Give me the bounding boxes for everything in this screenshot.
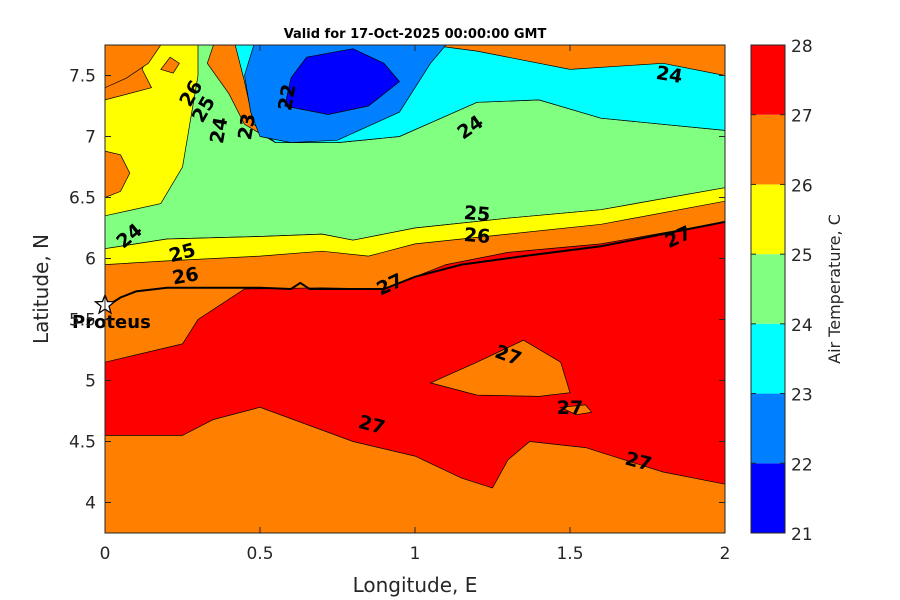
contour-region-25-7 <box>105 187 725 265</box>
y-tick-label: 6 <box>85 250 96 270</box>
station-label: Proteus <box>72 312 151 333</box>
contour-region-26-1 <box>429 339 571 397</box>
colorbar-bin-25 <box>751 184 785 255</box>
contour-label-8: 25 <box>463 202 491 226</box>
x-tick-label: 2 <box>720 544 731 564</box>
x-axis-ticks: 0 0.5 1 1.5 2 <box>100 45 731 564</box>
contour-region-26-9 <box>105 150 131 198</box>
y-tick-label: 4 <box>85 494 96 514</box>
y-tick-label: 7 <box>85 128 96 148</box>
y-axis-label: Latitude, N <box>29 234 53 344</box>
y-tick-label: 7.5 <box>69 67 96 87</box>
y-tick-label: 5 <box>85 372 96 392</box>
contour-label-5: 24 <box>654 62 684 88</box>
x-tick-label: 1.5 <box>556 544 583 564</box>
colorbar-tick-label: 21 <box>791 525 813 545</box>
contour-label-15: 27 <box>557 397 583 419</box>
contour-label-3: 23 <box>234 112 260 142</box>
contour-label-4: 22 <box>274 82 300 112</box>
contour-label-9: 26 <box>463 224 491 248</box>
x-tick-label: 0.5 <box>246 544 273 564</box>
x-tick-label: 0 <box>100 544 111 564</box>
colorbar-tick-label: 25 <box>791 246 813 266</box>
chart-title: Valid for 17-Oct-2025 00:00:00 GMT <box>284 27 547 42</box>
contour-fill-layer <box>105 45 725 489</box>
y-tick-label: 6.5 <box>69 189 96 209</box>
colorbar-tick-label: 23 <box>791 386 813 406</box>
colorbar-label: Air Temperature, C <box>825 214 844 364</box>
contour-label-11: 26 <box>171 263 201 289</box>
contour-region-26-11 <box>160 56 180 74</box>
y-tick-label: 5.5 <box>69 311 96 331</box>
x-axis-label: Longitude, E <box>353 573 478 597</box>
colorbar-bin-22 <box>751 393 785 464</box>
contour-region-26-10 <box>105 45 162 89</box>
colorbar-bin-27 <box>751 45 785 115</box>
contour-region-26-2 <box>559 404 593 416</box>
colorbar: 21 22 23 24 25 26 27 28 <box>750 37 813 545</box>
colorbar-bin-21 <box>751 463 785 533</box>
contour-region-21-6 <box>284 48 401 115</box>
colorbar-bin-24 <box>751 254 785 324</box>
y-axis-ticks: 4 4.5 5 5.5 6 6.5 7 7.5 <box>69 67 725 514</box>
colorbar-tick-label: 26 <box>791 176 813 196</box>
colorbar-bin-26 <box>751 114 785 185</box>
colorbar-tick-label: 28 <box>791 37 813 57</box>
y-tick-label: 4.5 <box>69 433 96 453</box>
contour-label-2: 24 <box>206 115 232 145</box>
colorbar-tick-label: 22 <box>791 455 813 475</box>
plot-area <box>105 45 725 533</box>
colorbar-tick-label: 27 <box>791 107 813 127</box>
coastline <box>105 220 725 309</box>
colorbar-bin-23 <box>751 323 785 394</box>
colorbar-frame <box>750 44 786 534</box>
x-tick-label: 1 <box>410 544 421 564</box>
colorbar-tick-label: 24 <box>791 316 813 336</box>
